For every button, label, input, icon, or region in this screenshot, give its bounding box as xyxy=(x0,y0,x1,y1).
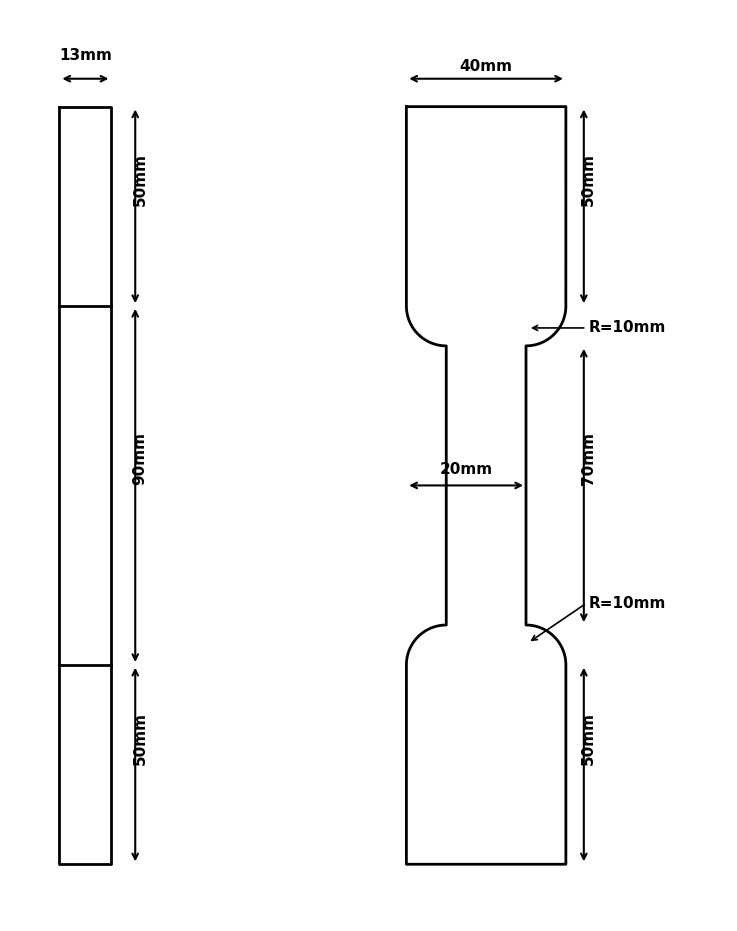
Text: 50mm: 50mm xyxy=(581,154,596,207)
Text: 70mm: 70mm xyxy=(581,432,596,485)
Text: 20mm: 20mm xyxy=(440,463,493,478)
Text: 13mm: 13mm xyxy=(60,47,112,62)
Text: 50mm: 50mm xyxy=(133,154,147,207)
Text: R=10mm: R=10mm xyxy=(589,596,666,611)
Text: 90mm: 90mm xyxy=(133,432,147,485)
Text: R=10mm: R=10mm xyxy=(589,320,666,335)
Text: 50mm: 50mm xyxy=(581,711,596,764)
Text: 40mm: 40mm xyxy=(460,59,513,74)
Text: 50mm: 50mm xyxy=(133,711,147,764)
